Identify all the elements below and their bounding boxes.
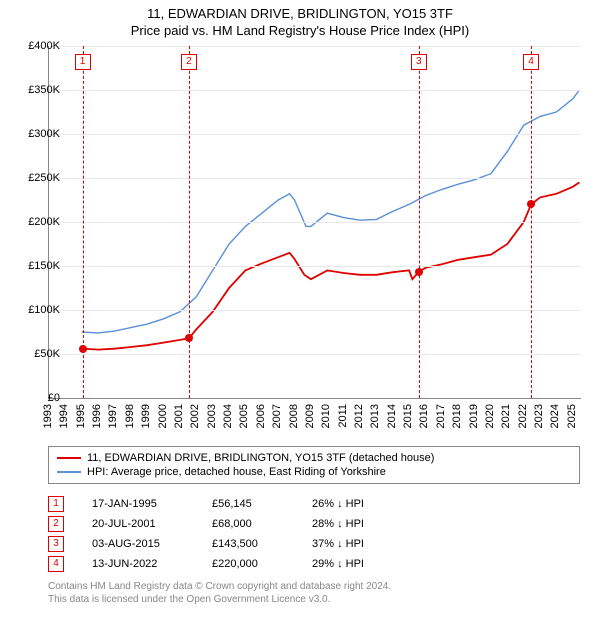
- y-axis-label: £200K: [12, 216, 60, 228]
- transaction-date: 20-JUL-2001: [92, 518, 212, 530]
- transaction-number-box: 2: [48, 516, 64, 532]
- gridline: [49, 90, 581, 91]
- x-axis-label: 2001: [173, 404, 185, 428]
- transaction-pct: 29% ↓ HPI: [312, 558, 412, 570]
- transaction-row: 3 03-AUG-2015£143,50037% ↓ HPI: [48, 534, 412, 554]
- x-axis-label: 2024: [549, 404, 561, 428]
- x-axis-label: 2023: [533, 404, 545, 428]
- transaction-table: 1 17-JAN-1995£56,14526% ↓ HPI 2 20-JUL-2001…: [48, 494, 412, 574]
- series-line: [82, 90, 580, 333]
- legend: 11, EDWARDIAN DRIVE, BRIDLINGTON, YO15 3…: [48, 446, 580, 484]
- transaction-row: 1 17-JAN-1995£56,14526% ↓ HPI: [48, 494, 412, 514]
- marker-number-box: 4: [523, 54, 539, 70]
- gridline: [49, 134, 581, 135]
- transaction-number-box: 3: [48, 536, 64, 552]
- marker-vline: [189, 46, 190, 398]
- transaction-date: 13-JUN-2022: [92, 558, 212, 570]
- marker-dot: [185, 334, 193, 342]
- legend-swatch: [57, 457, 81, 459]
- x-axis-label: 1999: [140, 404, 152, 428]
- transaction-number-box: 4: [48, 556, 64, 572]
- x-axis-label: 2012: [353, 404, 365, 428]
- x-axis-label: 2009: [304, 404, 316, 428]
- legend-item: HPI: Average price, detached house, East…: [57, 465, 571, 479]
- y-axis-label: £100K: [12, 304, 60, 316]
- marker-vline: [419, 46, 420, 398]
- transaction-date: 03-AUG-2015: [92, 538, 212, 550]
- title-line-1: 11, EDWARDIAN DRIVE, BRIDLINGTON, YO15 3…: [0, 6, 600, 23]
- legend-swatch: [57, 471, 81, 473]
- gridline: [49, 222, 581, 223]
- transaction-row: 4 13-JUN-2022£220,00029% ↓ HPI: [48, 554, 412, 574]
- gridline: [49, 354, 581, 355]
- x-axis-label: 2004: [222, 404, 234, 428]
- footer-line-1: Contains HM Land Registry data © Crown c…: [48, 580, 391, 593]
- transaction-date: 17-JAN-1995: [92, 498, 212, 510]
- marker-dot: [415, 268, 423, 276]
- x-axis-label: 1997: [107, 404, 119, 428]
- x-axis-label: 2016: [418, 404, 430, 428]
- plot-area: 1 2 3 4: [48, 46, 581, 399]
- legend-item: 11, EDWARDIAN DRIVE, BRIDLINGTON, YO15 3…: [57, 451, 571, 465]
- x-axis-label: 1998: [124, 404, 136, 428]
- transaction-pct: 26% ↓ HPI: [312, 498, 412, 510]
- transaction-price: £56,145: [212, 498, 312, 510]
- legend-label: 11, EDWARDIAN DRIVE, BRIDLINGTON, YO15 3…: [87, 452, 434, 464]
- x-axis-label: 1994: [58, 404, 70, 428]
- marker-number-box: 1: [75, 54, 91, 70]
- gridline: [49, 310, 581, 311]
- transaction-number-box: 1: [48, 496, 64, 512]
- transaction-row: 2 20-JUL-2001£68,00028% ↓ HPI: [48, 514, 412, 534]
- transaction-price: £143,500: [212, 538, 312, 550]
- x-axis-label: 2000: [157, 404, 169, 428]
- gridline: [49, 46, 581, 47]
- footer-attribution: Contains HM Land Registry data © Crown c…: [48, 580, 391, 606]
- transaction-price: £220,000: [212, 558, 312, 570]
- y-axis-label: £350K: [12, 84, 60, 96]
- legend-label: HPI: Average price, detached house, East…: [87, 466, 386, 478]
- x-axis-label: 1995: [75, 404, 87, 428]
- x-axis-label: 2011: [337, 404, 349, 428]
- y-axis-label: £250K: [12, 172, 60, 184]
- x-axis-label: 2017: [435, 404, 447, 428]
- gridline: [49, 266, 581, 267]
- marker-dot: [527, 200, 535, 208]
- x-axis-label: 2007: [271, 404, 283, 428]
- chart-title: 11, EDWARDIAN DRIVE, BRIDLINGTON, YO15 3…: [0, 0, 600, 40]
- x-axis-label: 2008: [288, 404, 300, 428]
- x-axis-label: 2021: [500, 404, 512, 428]
- marker-vline: [531, 46, 532, 398]
- chart-container: 11, EDWARDIAN DRIVE, BRIDLINGTON, YO15 3…: [0, 0, 600, 620]
- x-axis-label: 1993: [42, 404, 54, 428]
- x-axis-label: 2006: [255, 404, 267, 428]
- x-axis-label: 2018: [451, 404, 463, 428]
- x-axis-label: 2005: [238, 404, 250, 428]
- x-axis-label: 2022: [517, 404, 529, 428]
- transaction-pct: 28% ↓ HPI: [312, 518, 412, 530]
- transaction-price: £68,000: [212, 518, 312, 530]
- y-axis-label: £400K: [12, 40, 60, 52]
- marker-number-box: 3: [411, 54, 427, 70]
- x-axis-label: 2025: [566, 404, 578, 428]
- marker-dot: [79, 345, 87, 353]
- x-axis-label: 2002: [189, 404, 201, 428]
- transaction-pct: 37% ↓ HPI: [312, 538, 412, 550]
- marker-number-box: 2: [181, 54, 197, 70]
- x-axis-label: 2010: [320, 404, 332, 428]
- x-axis-label: 2019: [468, 404, 480, 428]
- gridline: [49, 178, 581, 179]
- x-axis-label: 2020: [484, 404, 496, 428]
- y-axis-label: £50K: [12, 348, 60, 360]
- title-line-2: Price paid vs. HM Land Registry's House …: [0, 23, 600, 40]
- y-axis-label: £0: [12, 392, 60, 404]
- y-axis-label: £150K: [12, 260, 60, 272]
- x-axis-label: 2014: [386, 404, 398, 428]
- x-axis-label: 1996: [91, 404, 103, 428]
- y-axis-label: £300K: [12, 128, 60, 140]
- footer-line-2: This data is licensed under the Open Gov…: [48, 593, 391, 606]
- x-axis-label: 2015: [402, 404, 414, 428]
- x-axis-label: 2013: [369, 404, 381, 428]
- x-axis-label: 2003: [206, 404, 218, 428]
